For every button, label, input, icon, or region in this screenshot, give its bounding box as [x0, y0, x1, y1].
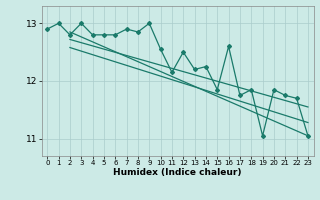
X-axis label: Humidex (Indice chaleur): Humidex (Indice chaleur) — [113, 168, 242, 177]
